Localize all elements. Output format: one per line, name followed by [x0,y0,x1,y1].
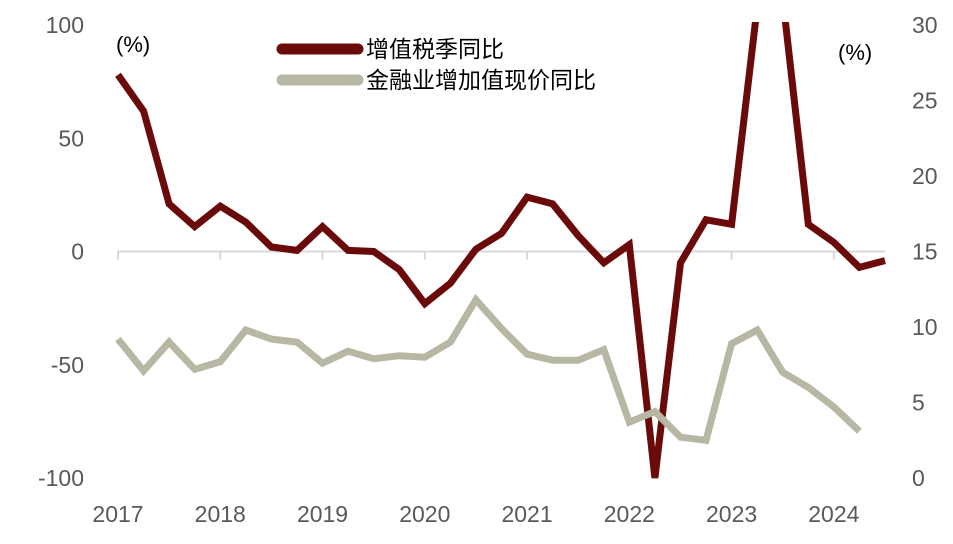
right-tick-label: 10 [912,314,938,340]
x-tick-label: 2024 [808,501,859,527]
x-tick-label: 2020 [399,501,450,527]
right-axis-unit: (%) [838,40,872,65]
right-tick-label: 20 [912,163,938,189]
x-tick-label: 2018 [195,501,246,527]
gridlines [117,250,885,260]
x-tick-label: 2017 [92,501,143,527]
x-tick-label: 2019 [297,501,348,527]
left-tick-label: -50 [51,352,84,378]
left-axis-ticks: 100 50 0 -50 -100 [38,12,84,491]
legend: 增值税季同比 金融业增加值现价同比 [276,37,596,94]
series-line-vat [115,22,886,479]
legend-label-financial: 金融业增加值现价同比 [366,68,596,94]
left-tick-label: -100 [38,465,84,491]
x-tick-label: 2023 [706,501,757,527]
left-tick-label: 0 [71,239,84,265]
right-tick-label: 30 [912,12,938,38]
x-axis-ticks: 2017 2018 2019 2020 2021 2022 2023 2024 [92,501,859,527]
right-tick-label: 5 [912,390,925,416]
right-tick-label: 0 [912,465,925,491]
left-axis-unit: (%) [116,32,150,57]
x-tick-label: 2022 [604,501,655,527]
left-tick-label: 50 [58,125,84,151]
right-tick-label: 25 [912,88,938,114]
series-line-financial [115,293,862,445]
right-tick-label: 15 [912,239,938,265]
series-layer [115,22,886,479]
legend-label-vat: 增值税季同比 [366,37,504,63]
left-tick-label: 100 [46,12,84,38]
x-tick-label: 2021 [501,501,552,527]
right-axis-ticks: 30 25 20 15 10 5 0 [912,12,938,491]
